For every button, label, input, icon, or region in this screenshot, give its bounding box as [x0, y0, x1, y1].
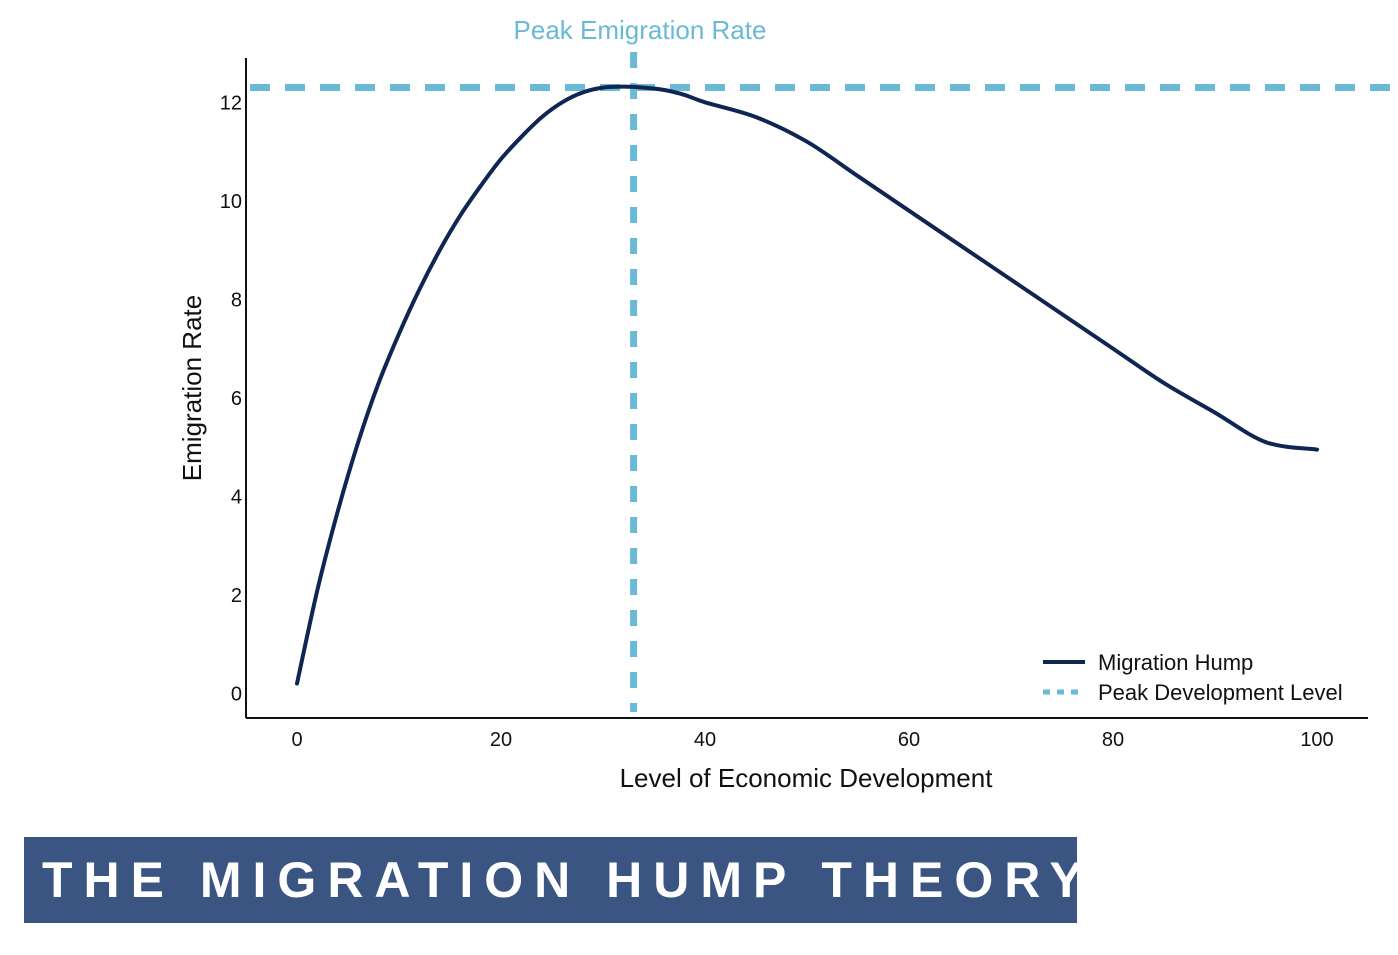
peak-emigration-annotation: Peak Emigration Rate — [514, 15, 767, 45]
x-tick-label: 80 — [1102, 729, 1124, 751]
x-axis-title: Level of Economic Development — [620, 763, 994, 793]
curve-layer — [295, 84, 1319, 686]
title-banner: THE MIGRATION HUMP THEORY — [24, 837, 1083, 923]
axes — [245, 58, 1368, 719]
legend-label-peak-development-level: Peak Development Level — [1098, 680, 1343, 705]
chart: 0 20 40 60 80 100 0 2 4 6 8 10 12 Level of Economic… — [177, 15, 1398, 793]
y-tick-label: 10 — [220, 191, 242, 213]
x-tick-label: 20 — [490, 729, 512, 751]
legend-label-migration-hump: Migration Hump — [1098, 650, 1253, 675]
y-tick-label: 12 — [220, 92, 242, 114]
x-tick-label: 0 — [291, 729, 302, 751]
y-tick-label: 2 — [231, 585, 242, 607]
y-tick-label: 8 — [231, 289, 242, 311]
migration-hump-line — [295, 84, 1319, 686]
y-tick-label: 4 — [231, 486, 242, 508]
y-tick-label: 6 — [231, 388, 242, 410]
x-tick-label: 100 — [1300, 729, 1333, 751]
y-axis-title: Emigration Rate — [177, 295, 207, 481]
y-tick-label: 0 — [231, 683, 242, 705]
y-tick-labels: 0 2 4 6 8 10 12 — [220, 92, 242, 705]
reference-lines — [250, 52, 1398, 712]
x-tick-label: 60 — [898, 729, 920, 751]
x-tick-label: 40 — [694, 729, 716, 751]
legend: Migration Hump Peak Development Level — [1043, 650, 1343, 705]
banner-title: THE MIGRATION HUMP THEORY — [42, 852, 1094, 908]
x-tick-labels: 0 20 40 60 80 100 — [291, 729, 1333, 751]
